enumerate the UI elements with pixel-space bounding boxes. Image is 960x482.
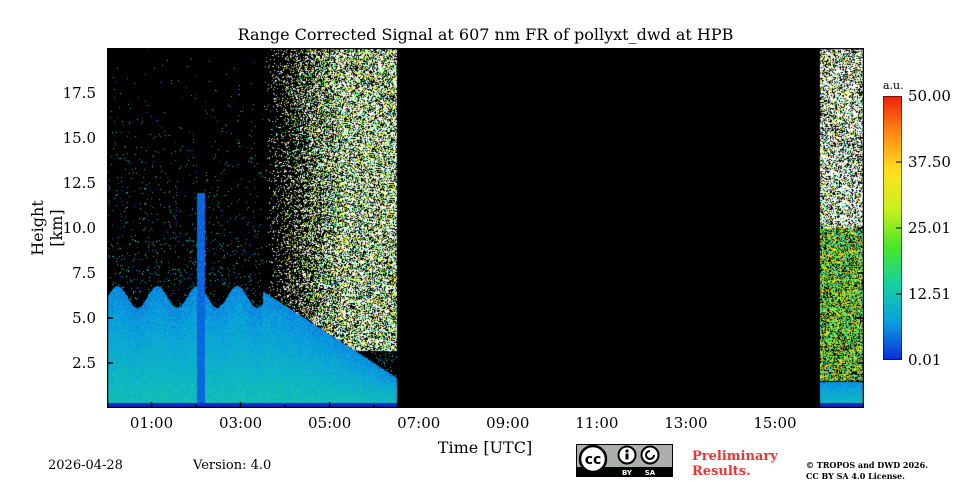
version-label: Version: 4.0 xyxy=(193,458,272,473)
x-tick-label: 05:00 xyxy=(308,414,352,432)
cc-text: cc xyxy=(585,452,602,468)
y-tick-label: 15.0 xyxy=(62,129,96,147)
x-tick-label: 09:00 xyxy=(486,414,530,432)
colorbar-tick-label: 25.01 xyxy=(908,218,951,237)
colorbar xyxy=(883,96,902,360)
preliminary-line-1: Preliminary xyxy=(692,449,778,464)
x-tick-label: 03:00 xyxy=(218,414,263,432)
sa-icon xyxy=(640,445,660,465)
y-axis-label: Height [km] xyxy=(28,200,66,256)
y-tick-label: 7.5 xyxy=(72,264,96,282)
y-tick-label: 17.5 xyxy=(62,84,96,102)
x-tick-label: 01:00 xyxy=(129,414,174,432)
x-tick-label: 07:00 xyxy=(397,414,441,432)
x-tick-label: 15:00 xyxy=(753,414,797,432)
x-tick-label: 11:00 xyxy=(575,414,619,432)
y-tick-label: 10.0 xyxy=(62,219,96,237)
preliminary-line-2: Results. xyxy=(692,464,751,479)
cc-license-badge: cc BY SA xyxy=(576,444,673,477)
plot-axes xyxy=(107,48,864,408)
date-label: 2026-04-28 xyxy=(48,458,123,473)
colorbar-tick-label: 37.50 xyxy=(908,153,951,171)
colorbar-tick-label: 50.00 xyxy=(908,87,951,105)
y-tick-label: 5.0 xyxy=(72,309,96,327)
heatmap-image xyxy=(107,48,864,408)
x-tick-label: 13:00 xyxy=(664,414,708,432)
x-axis-label: Time [UTC] xyxy=(437,438,533,457)
preliminary-notice: Preliminary Results. xyxy=(692,449,778,479)
copyright-line-1: © TROPOS and DWD 2026. xyxy=(806,460,928,470)
copyright-line-2: CC BY SA 4.0 License. xyxy=(806,471,905,481)
plot-frame xyxy=(107,48,864,408)
chart-title: Range Corrected Signal at 607 nm FR of p… xyxy=(237,25,734,44)
colorbar-tick-label: 0.01 xyxy=(908,351,942,369)
colorbar-tick-label: 12.51 xyxy=(908,284,951,303)
colorbar-unit: a.u. xyxy=(883,79,904,92)
plot-area xyxy=(107,48,864,408)
sa-text: SA xyxy=(645,469,656,477)
y-tick-label: 2.5 xyxy=(72,354,96,372)
y-tick-label: 12.5 xyxy=(62,174,96,192)
by-text: BY xyxy=(622,469,633,477)
copyright-notice: © TROPOS and DWD 2026. CC BY SA 4.0 Lice… xyxy=(806,460,928,482)
